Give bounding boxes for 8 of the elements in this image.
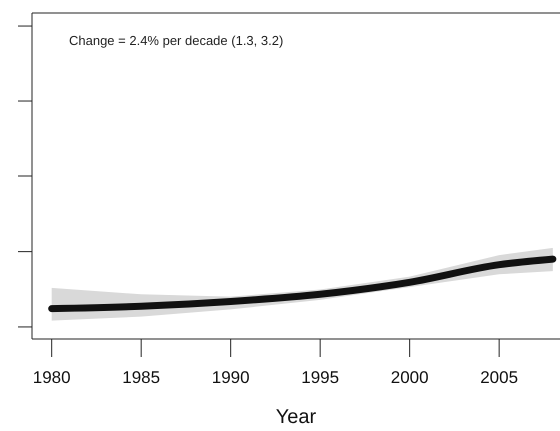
x-tick-label: 2005 xyxy=(480,368,518,388)
text: Change = 2.4% per decade (1.3, 3.2) xyxy=(69,33,284,48)
x-axis-title: Year xyxy=(276,406,317,428)
x-tick-label: 1980 xyxy=(32,368,71,388)
x-tick-label: 1995 xyxy=(301,368,340,388)
x-tick-label: 2000 xyxy=(390,368,429,388)
x-tick-label: 1990 xyxy=(212,368,250,388)
x-tick-label: 1985 xyxy=(122,368,160,388)
